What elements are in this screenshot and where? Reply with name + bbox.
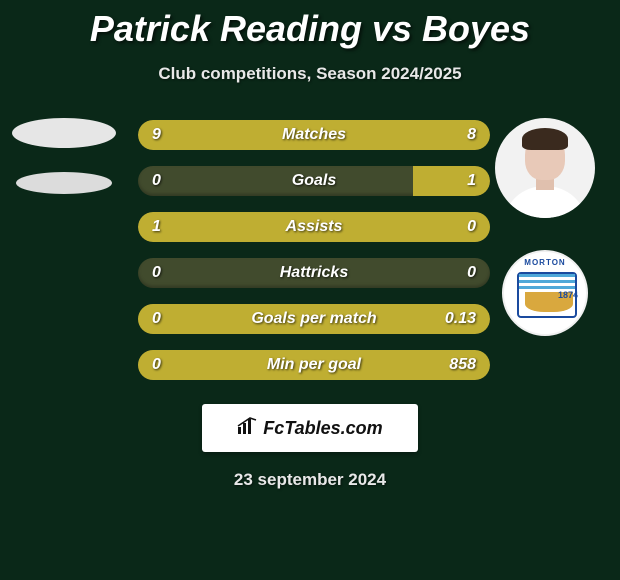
stat-bar-row: 10Assists: [138, 212, 490, 242]
club-water-shape: [519, 274, 575, 290]
avatar-hair-shape: [522, 128, 568, 150]
left-player-club-placeholder: [16, 172, 112, 194]
brand-badge: FcTables.com: [202, 404, 418, 452]
brand-text: FcTables.com: [263, 418, 382, 439]
stat-label: Assists: [138, 212, 490, 242]
club-name-text: MORTON: [504, 258, 586, 267]
comparison-content: MORTON 1874 98Matches 01Goals 10Assists 00H…: [0, 118, 620, 398]
left-player-column: [8, 118, 120, 194]
page-title: Patrick Reading vs Boyes: [0, 0, 620, 50]
stat-bar-row: 98Matches: [138, 120, 490, 150]
stat-bar-row: 01Goals: [138, 166, 490, 196]
stat-label: Min per goal: [138, 350, 490, 380]
stat-label: Goals per match: [138, 304, 490, 334]
left-player-avatar-placeholder: [12, 118, 116, 148]
stat-label: Hattricks: [138, 258, 490, 288]
date-text: 23 september 2024: [0, 470, 620, 490]
right-player-club-logo: MORTON 1874: [502, 250, 588, 336]
chart-icon: [237, 417, 257, 440]
stat-bars-container: 98Matches 01Goals 10Assists 00Hattricks 00.1…: [138, 120, 490, 396]
club-year-text: 1874: [558, 290, 578, 300]
stat-label: Matches: [138, 120, 490, 150]
avatar-body-shape: [505, 186, 585, 218]
page-subtitle: Club competitions, Season 2024/2025: [0, 64, 620, 84]
right-player-avatar: [495, 118, 595, 218]
stat-label: Goals: [138, 166, 490, 196]
stat-bar-row: 0858Min per goal: [138, 350, 490, 380]
stat-bar-row: 00.13Goals per match: [138, 304, 490, 334]
stat-bar-row: 00Hattricks: [138, 258, 490, 288]
right-player-column: MORTON 1874: [490, 118, 600, 336]
